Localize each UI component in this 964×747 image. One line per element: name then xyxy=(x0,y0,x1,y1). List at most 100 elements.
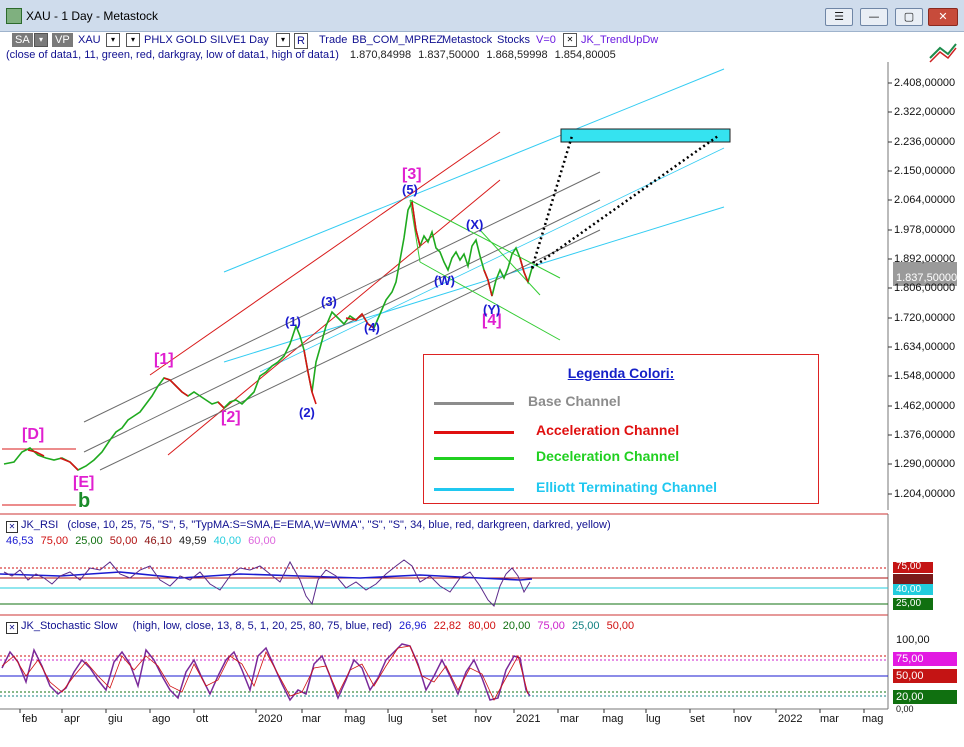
price-tick: 1.462,00000 xyxy=(894,400,956,412)
price-tick: 1.892,00000 xyxy=(894,253,956,265)
price-axis-ticks xyxy=(888,82,892,495)
wave-label-2: [2] xyxy=(221,409,241,426)
last-price-value: 1.837,50000 xyxy=(896,272,958,284)
source-label: BB_COM_MPREZ xyxy=(352,34,444,46)
title-bar: XAU - 1 Day - Metastock ☰ — ▢ ✕ xyxy=(0,0,964,32)
symbol-label: XAU xyxy=(78,34,101,46)
vp-button[interactable]: VP xyxy=(52,33,73,47)
rsi-axis-40: 40,00 xyxy=(896,584,922,595)
legend-label: Acceleration Channel xyxy=(536,422,680,438)
time-tick: mag xyxy=(602,713,624,725)
rsi-value: 50,00 xyxy=(109,535,138,547)
price-tick: 1.204,00000 xyxy=(894,488,956,500)
price-tick: 1.978,00000 xyxy=(894,224,956,236)
close-rsi-icon[interactable]: ✕ xyxy=(6,521,18,533)
time-tick: apr xyxy=(64,713,80,725)
window-title: XAU - 1 Day - Metastock xyxy=(26,9,159,23)
close-indicator-icon[interactable]: ✕ xyxy=(563,33,577,47)
stoch-params: (high, low, close, 13, 8, 5, 1, 20, 25, … xyxy=(132,620,392,632)
stoch-axis-75: 75,00 xyxy=(896,653,924,665)
price-tick: 1.720,00000 xyxy=(894,312,956,324)
price-tick: 2.150,00000 xyxy=(894,165,956,177)
subwave-label-1: (1) xyxy=(285,314,301,329)
price-formula: (close of data1, 11, green, red, darkgra… xyxy=(6,49,339,61)
rsi-value: 25,00 xyxy=(75,535,103,547)
price-tick: 2.064,00000 xyxy=(894,194,956,206)
price-value-3: 1.868,59998 xyxy=(486,49,548,61)
price-down-segments xyxy=(27,201,529,471)
sa-dropdown-icon[interactable]: ▾ xyxy=(34,33,48,47)
close-stoch-icon[interactable]: ✕ xyxy=(6,622,18,634)
time-tick: feb xyxy=(22,713,38,725)
time-tick: mag xyxy=(344,713,366,725)
interval-label: 1 Day xyxy=(240,34,269,46)
wave-label-4: [4] xyxy=(482,312,502,329)
stoch-axis-20: 20,00 xyxy=(896,691,924,703)
color-legend-box: Legenda Colori: Base Channel Acceleratio… xyxy=(423,354,819,504)
minimize-button[interactable]: — xyxy=(860,8,888,26)
time-tick: giu xyxy=(108,713,123,725)
volume-label: V=0 xyxy=(536,34,556,46)
stoch-axis-50: 50,00 xyxy=(896,670,924,682)
stoch-axis-100: 100,00 xyxy=(896,634,930,646)
time-tick: mar xyxy=(560,713,579,725)
rsi-line xyxy=(3,559,531,607)
stoch-d-line xyxy=(1,645,529,701)
symbol-dropdown-icon[interactable]: ▾ xyxy=(106,33,120,47)
rsi-value: 60,00 xyxy=(248,535,276,547)
price-value-1: 1.870,84998 xyxy=(349,49,412,61)
time-tick: mag xyxy=(862,713,884,725)
time-axis-ticks xyxy=(19,709,865,713)
legend-swatch xyxy=(434,488,514,491)
rsi-value: 46,10 xyxy=(144,535,172,547)
wave-label-3: [3] xyxy=(402,166,422,183)
rsi-signal-line xyxy=(0,571,533,581)
rsi-value: 49,59 xyxy=(178,535,207,547)
settings-button[interactable]: ☰ xyxy=(825,8,853,26)
projection-path-b xyxy=(531,134,719,270)
maximize-button[interactable]: ▢ xyxy=(895,8,923,26)
chart-toolbar: SA ▾ VP XAU ▾ ▾ PHLX GOLD SILVE 1 Day ▾ … xyxy=(0,31,964,49)
subwave-label-2: (2) xyxy=(299,405,315,420)
time-tick: nov xyxy=(474,713,492,725)
stoch-axis-tags xyxy=(893,652,957,704)
stoch-value: 22,82 xyxy=(433,620,462,632)
legend-swatch xyxy=(434,457,514,460)
stoch-value: 50,00 xyxy=(606,620,635,632)
stoch-value: 80,00 xyxy=(468,620,496,632)
app-icon xyxy=(6,8,22,24)
price-tick: 2.408,00000 xyxy=(894,77,956,89)
symbol-name: PHLX GOLD SILVE xyxy=(144,34,241,46)
wave-label-b: b xyxy=(78,490,91,512)
stoch-header: ✕ JK_Stochastic Slow (high, low, close, 1… xyxy=(6,620,634,634)
subwave-label-3: (3) xyxy=(321,294,337,309)
time-tick: ago xyxy=(152,713,171,725)
stoch-value: 26,96 xyxy=(399,620,427,632)
chart-tools-icon[interactable] xyxy=(929,43,957,63)
acceleration-channel xyxy=(149,131,501,456)
name-dropdown-icon[interactable]: ▾ xyxy=(126,33,140,47)
close-button[interactable]: ✕ xyxy=(928,8,958,26)
market-label: Stocks xyxy=(497,34,531,46)
app-label: Metastock xyxy=(442,34,493,46)
price-tick: 1.806,00000 xyxy=(894,282,956,294)
time-tick: lug xyxy=(646,713,661,725)
price-tick: 2.322,00000 xyxy=(894,106,956,118)
wave-label-e: [E] xyxy=(73,474,95,491)
rsi-values: 46,53 75,00 25,00 50,00 46,10 49,59 40,0… xyxy=(6,535,276,547)
r-button[interactable]: R xyxy=(294,33,308,49)
stoch-value: 20,00 xyxy=(502,620,531,632)
legend-swatch xyxy=(434,402,514,405)
wave-label-d: [D] xyxy=(22,426,45,443)
sa-button[interactable]: SA xyxy=(12,33,33,47)
rsi-label: JK_RSI xyxy=(21,519,59,531)
price-value-2: 1.837,50000 xyxy=(418,49,480,61)
rsi-axis-tags xyxy=(893,562,933,610)
stoch-value: 25,00 xyxy=(571,620,600,632)
stoch-k-line xyxy=(1,643,531,702)
rsi-value: 40,00 xyxy=(213,535,242,547)
interval-dropdown-icon[interactable]: ▾ xyxy=(276,33,290,47)
time-tick: nov xyxy=(734,713,752,725)
legend-swatch xyxy=(434,431,514,434)
